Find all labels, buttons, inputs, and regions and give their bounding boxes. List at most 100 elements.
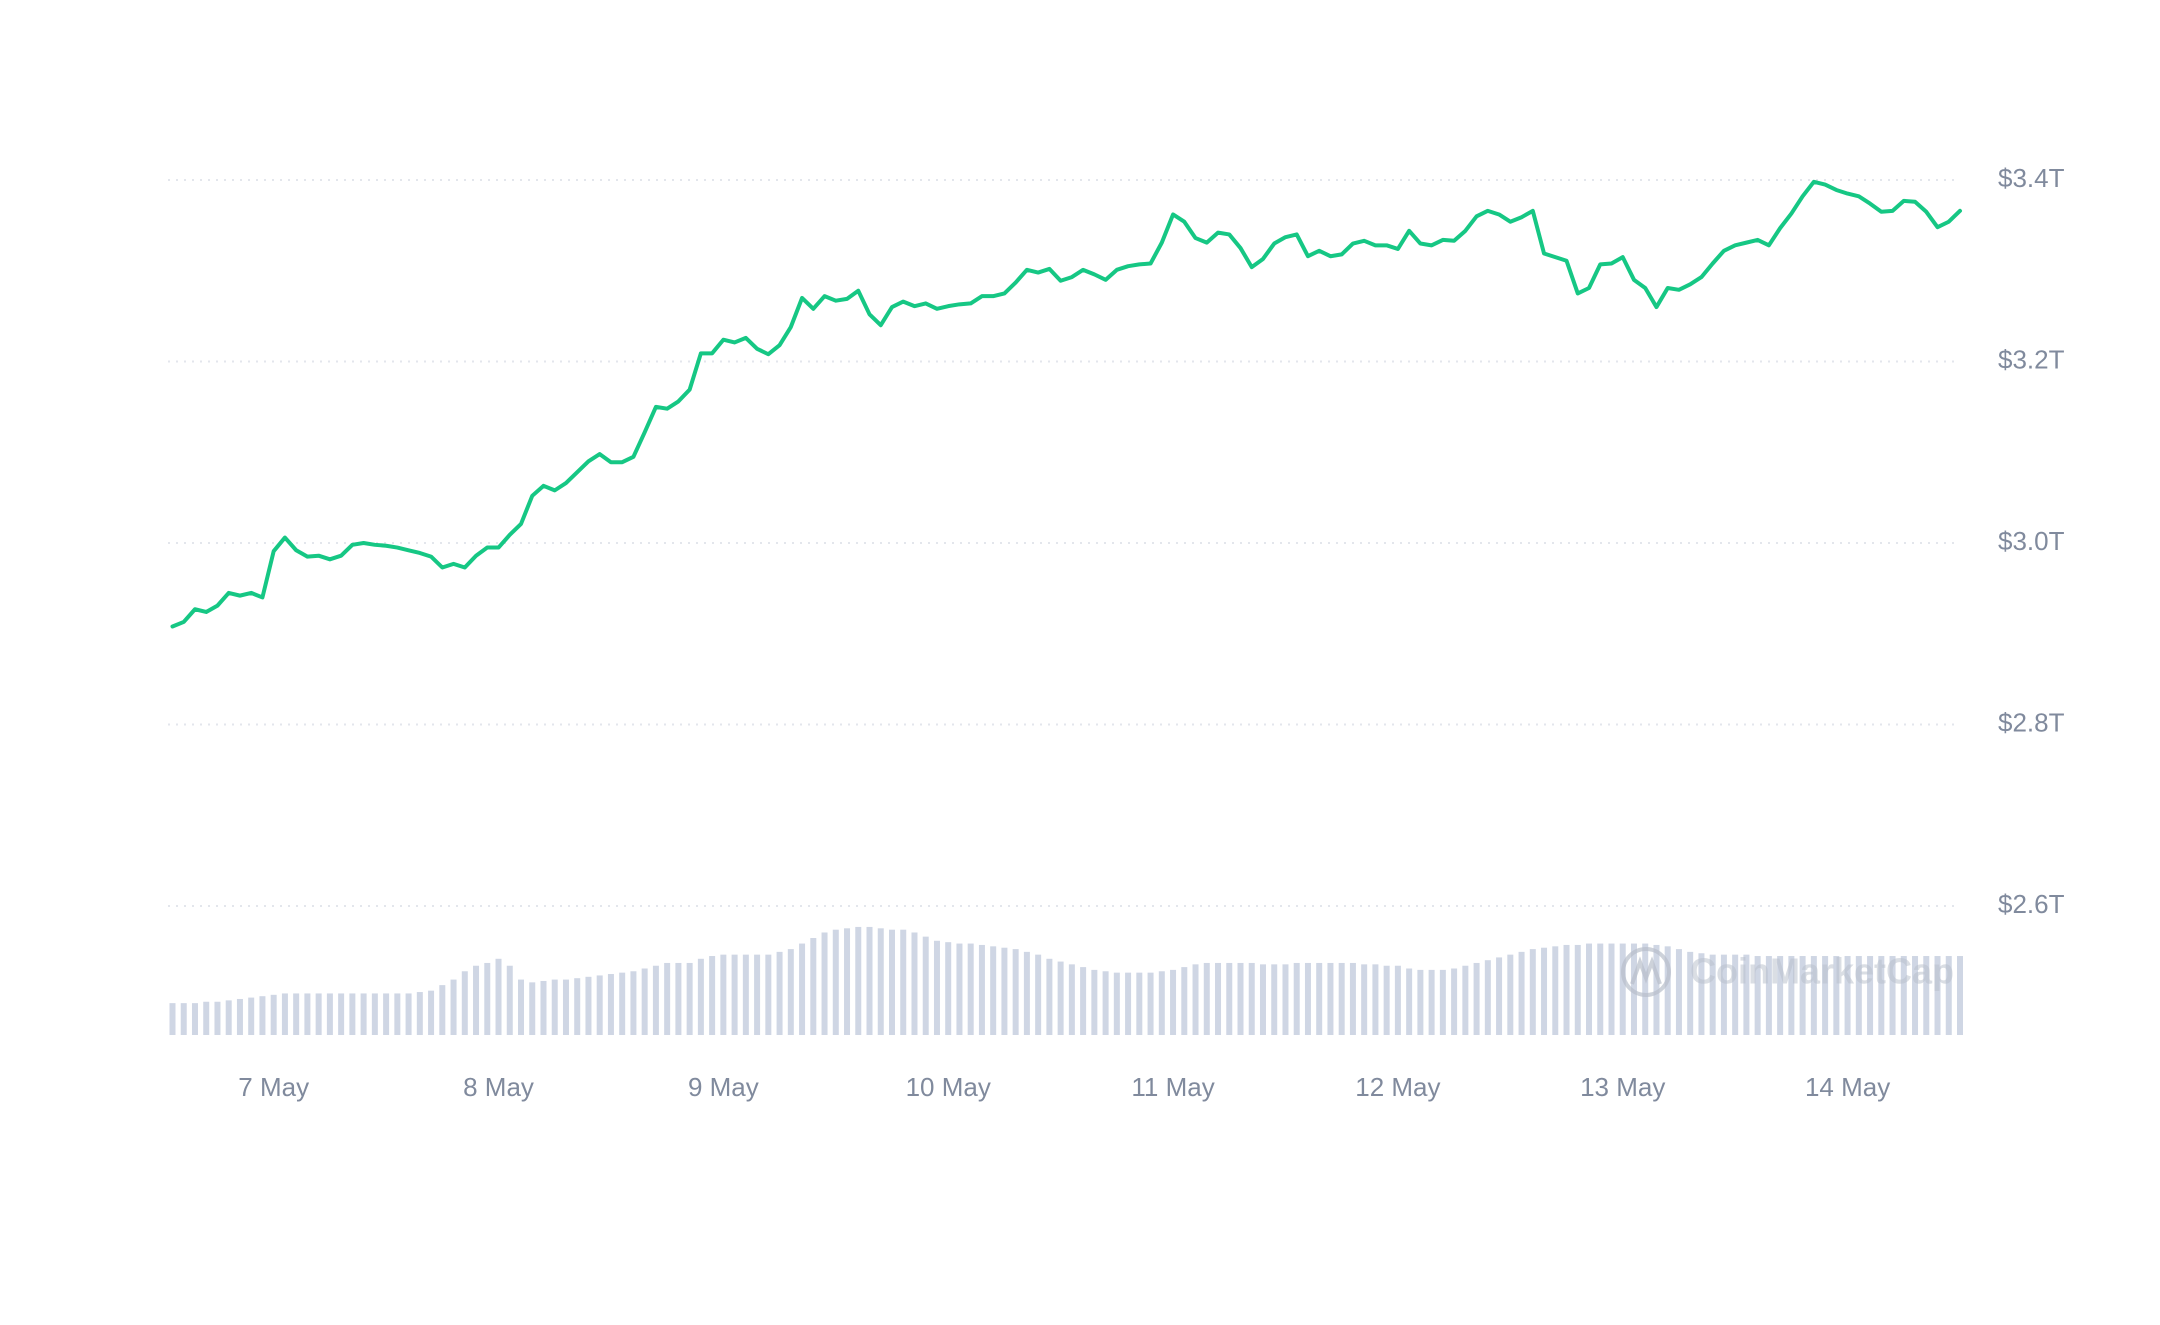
volume-bar bbox=[1867, 956, 1874, 1035]
volume-bar bbox=[1754, 956, 1761, 1035]
volume-bar bbox=[821, 932, 828, 1035]
x-tick-label: 8 May bbox=[463, 1072, 534, 1102]
volume-bar bbox=[225, 1000, 232, 1035]
volume-bar bbox=[428, 990, 435, 1035]
volume-bar bbox=[1799, 956, 1806, 1035]
volume-bar bbox=[562, 979, 569, 1035]
volume-bar bbox=[338, 993, 345, 1035]
volume-bar bbox=[1383, 965, 1390, 1035]
volume-bar bbox=[1203, 962, 1210, 1035]
volume-bar bbox=[810, 938, 817, 1035]
volume-bar bbox=[1181, 967, 1188, 1035]
volume-bar bbox=[1484, 960, 1491, 1035]
volume-bar bbox=[383, 993, 390, 1035]
volume-bar bbox=[1720, 954, 1727, 1035]
x-tick-label: 9 May bbox=[688, 1072, 759, 1102]
volume-bar bbox=[1563, 944, 1570, 1035]
volume-bar bbox=[1619, 943, 1626, 1035]
volume-bar bbox=[1080, 967, 1087, 1035]
volume-bar bbox=[1428, 969, 1435, 1035]
volume-bar bbox=[248, 997, 255, 1035]
volume-bar bbox=[1889, 956, 1896, 1035]
volume-bar bbox=[1338, 962, 1345, 1035]
volume-bar bbox=[844, 928, 851, 1035]
volume-bar bbox=[371, 993, 378, 1035]
volume-bar bbox=[473, 965, 480, 1035]
volume-bar bbox=[1136, 972, 1143, 1035]
volume-bar bbox=[1327, 962, 1334, 1035]
x-tick-label: 7 May bbox=[238, 1072, 309, 1102]
volume-bar bbox=[1271, 964, 1278, 1035]
volume-bar bbox=[259, 996, 266, 1035]
volume-bar bbox=[315, 993, 322, 1035]
volume-bar bbox=[518, 979, 525, 1035]
volume-bar bbox=[787, 949, 794, 1035]
volume-bar bbox=[214, 1001, 221, 1035]
volume-bar bbox=[799, 943, 806, 1035]
volume-bar bbox=[1855, 956, 1862, 1035]
volume-bar bbox=[1878, 956, 1885, 1035]
volume-bar bbox=[742, 954, 749, 1035]
volume-bar bbox=[1125, 972, 1132, 1035]
y-tick-label: $3.4T bbox=[1998, 163, 2065, 193]
volume-bar bbox=[866, 926, 873, 1035]
volume-bar bbox=[922, 936, 929, 1035]
volume-bar bbox=[1945, 956, 1952, 1035]
x-tick-label: 13 May bbox=[1580, 1072, 1665, 1102]
volume-bar bbox=[1259, 964, 1266, 1035]
volume-bar bbox=[191, 1003, 198, 1035]
volume-bar bbox=[686, 962, 693, 1035]
y-tick-label: $3.2T bbox=[1998, 344, 2065, 374]
volume-bar bbox=[1192, 964, 1199, 1035]
volume-bar bbox=[1394, 965, 1401, 1035]
volume-bar bbox=[1237, 962, 1244, 1035]
volume-bar bbox=[1923, 956, 1930, 1035]
volume-bar bbox=[1170, 969, 1177, 1035]
volume-bar bbox=[574, 978, 581, 1035]
volume-bar bbox=[1642, 943, 1649, 1035]
volume-bar bbox=[1608, 943, 1615, 1035]
volume-bar bbox=[1687, 951, 1694, 1035]
volume-bar bbox=[450, 979, 457, 1035]
volume-bar bbox=[551, 979, 558, 1035]
volume-bar bbox=[619, 972, 626, 1035]
volume-bar bbox=[1675, 949, 1682, 1035]
volume-bar bbox=[416, 992, 423, 1035]
volume-bar bbox=[1068, 964, 1075, 1035]
y-tick-label: $2.6T bbox=[1998, 889, 2065, 919]
volume-bar bbox=[956, 943, 963, 1035]
volume-bar bbox=[967, 943, 974, 1035]
volume-bar bbox=[641, 968, 648, 1035]
volume-bar bbox=[664, 962, 671, 1035]
volume-bar bbox=[1046, 958, 1053, 1035]
volume-bar bbox=[1215, 962, 1222, 1035]
volume-bar bbox=[203, 1001, 210, 1035]
volume-bar bbox=[630, 971, 637, 1035]
volume-bar bbox=[1316, 962, 1323, 1035]
volume-bar bbox=[1406, 968, 1413, 1035]
volume-bar bbox=[1001, 947, 1008, 1035]
volume-bar bbox=[754, 954, 761, 1035]
volume-bar bbox=[1147, 972, 1154, 1035]
volume-bar bbox=[596, 975, 603, 1035]
volume-bar bbox=[405, 993, 412, 1035]
volume-bar bbox=[304, 993, 311, 1035]
volume-bar bbox=[1035, 954, 1042, 1035]
volume-bar bbox=[1462, 965, 1469, 1035]
x-tick-label: 12 May bbox=[1355, 1072, 1440, 1102]
watermark-icon-mark bbox=[1630, 956, 1662, 985]
volume-bar bbox=[1586, 943, 1593, 1035]
volume-bar bbox=[1518, 951, 1525, 1035]
volume-bar bbox=[888, 929, 895, 1035]
volume-bar bbox=[506, 965, 513, 1035]
watermark-text: CoinMarketCap bbox=[1690, 951, 1954, 992]
volume-bar bbox=[1282, 964, 1289, 1035]
x-tick-label: 14 May bbox=[1805, 1072, 1890, 1102]
volume-bar bbox=[484, 962, 491, 1035]
volume-bar bbox=[1349, 962, 1356, 1035]
volume-layer bbox=[169, 926, 1963, 1035]
volume-bar bbox=[990, 946, 997, 1035]
volume-bar bbox=[1732, 954, 1739, 1035]
volume-bar bbox=[180, 1003, 187, 1035]
volume-bar bbox=[1158, 971, 1165, 1035]
